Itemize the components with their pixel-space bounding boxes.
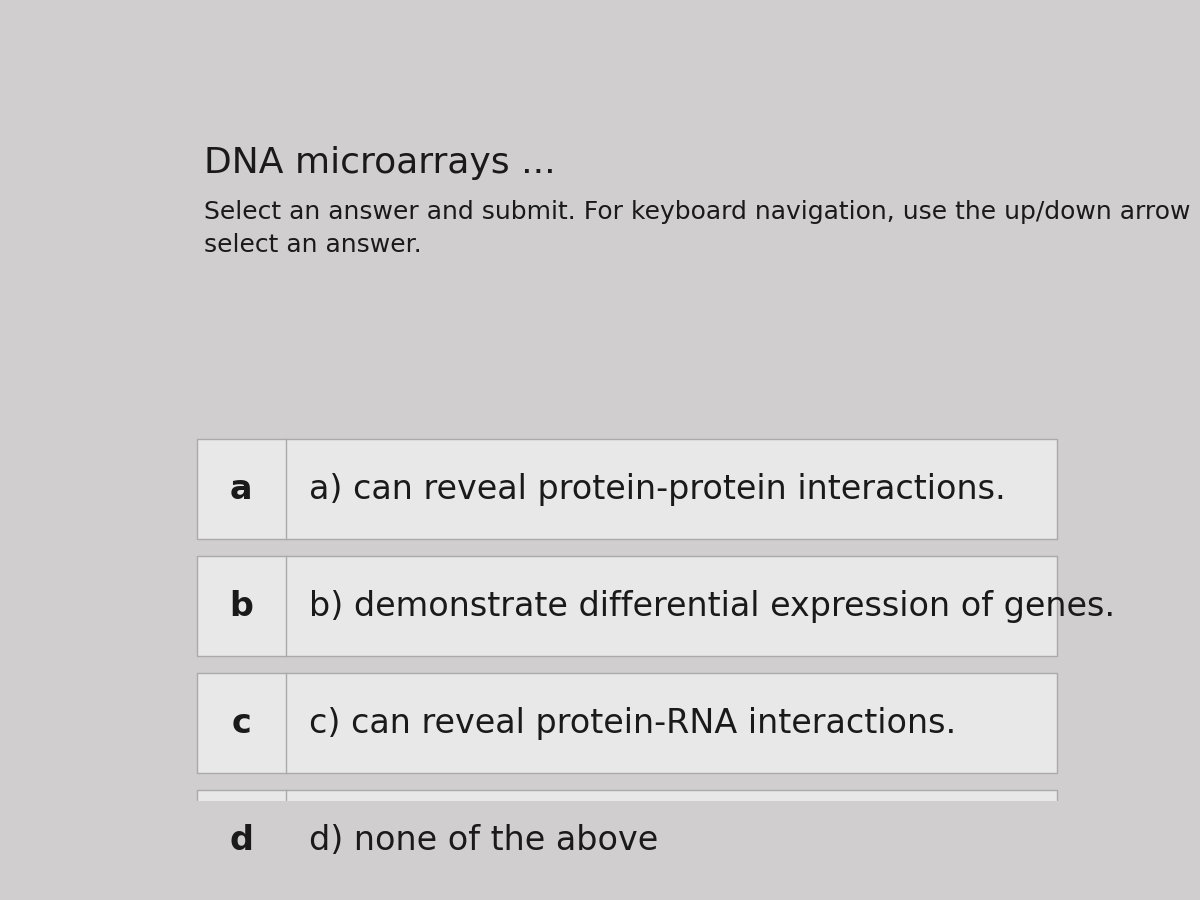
Text: a) can reveal protein-protein interactions.: a) can reveal protein-protein interactio…	[308, 472, 1006, 506]
Text: d) none of the above: d) none of the above	[308, 824, 658, 857]
Bar	[197, 439, 1057, 539]
Text: Select an answer and submit. For keyboard navigation, use the up/down arrow keys: Select an answer and submit. For keyboar…	[204, 201, 1200, 224]
Text: b) demonstrate differential expression of genes.: b) demonstrate differential expression o…	[308, 590, 1115, 623]
Bar	[197, 673, 1057, 773]
Text: c: c	[232, 706, 251, 740]
Text: a: a	[230, 472, 252, 506]
Bar	[197, 790, 1057, 890]
Text: select an answer.: select an answer.	[204, 233, 422, 256]
Text: b: b	[229, 590, 253, 623]
Text: DNA microarrays ...: DNA microarrays ...	[204, 147, 556, 181]
Bar	[197, 556, 1057, 656]
Text: d: d	[229, 824, 253, 857]
Text: c) can reveal protein-RNA interactions.: c) can reveal protein-RNA interactions.	[308, 706, 956, 740]
